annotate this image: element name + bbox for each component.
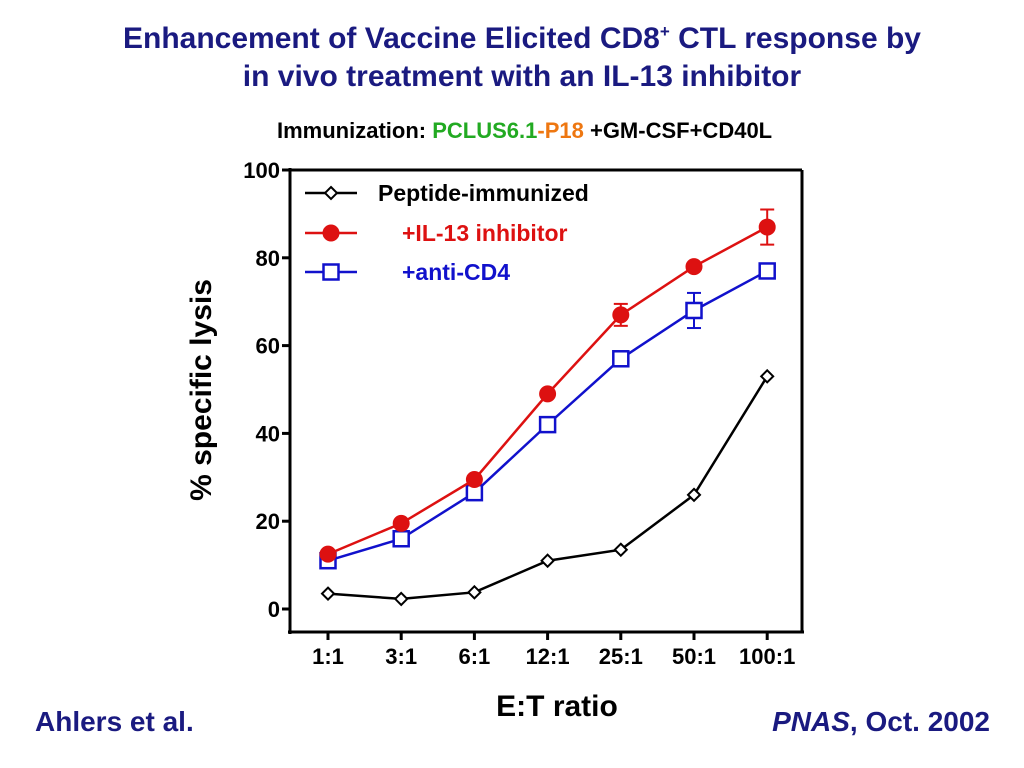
title-superscript: +: [659, 22, 670, 41]
data-point: [685, 258, 703, 276]
chart-legend: Peptide-immunized +IL-13 inhibitor +anti-C…: [305, 180, 589, 285]
title-line1-b: CTL response by: [669, 22, 921, 55]
data-point: [613, 542, 629, 558]
citation-authors-dot: .: [185, 706, 194, 737]
data-point: [393, 591, 409, 607]
y-tick-label: 100: [243, 158, 280, 183]
data-point: [320, 586, 336, 602]
series-2: [319, 262, 776, 570]
legend-marker: [323, 185, 339, 201]
subtitle-suffix: +GM-CSF+CD40L: [583, 118, 773, 143]
x-tick-label: 50:1: [672, 644, 716, 669]
immunization-subtitle: Immunization: PCLUS6.1-P18 +GM-CSF+CD40L: [277, 118, 772, 144]
x-tick-label: 25:1: [599, 644, 643, 669]
chart-axes: 0 20 40 60 80 100 1:1 3:1 6:1 12:1 25:1 50:1 100:1 E:…: [185, 158, 804, 723]
series-0: [320, 368, 775, 607]
series-1: [319, 208, 776, 563]
x-axis-title: E:T ratio: [496, 690, 618, 723]
x-tick-label: 100:1: [739, 644, 795, 669]
legend-item-0: Peptide-immunized: [305, 180, 589, 206]
subtitle-pclus: PCLUS6.1: [432, 118, 538, 143]
legend-label: +anti-CD4: [402, 259, 510, 285]
data-point: [686, 487, 702, 503]
data-point: [319, 545, 337, 563]
subtitle-prefix: Immunization:: [277, 118, 433, 143]
data-point: [685, 301, 703, 320]
legend-marker: [322, 263, 340, 281]
data-point: [466, 584, 482, 600]
x-tick-label: 12:1: [526, 644, 570, 669]
data-point: [465, 470, 483, 488]
y-tick-label: 20: [256, 509, 280, 534]
y-tick-label: 40: [256, 421, 280, 446]
subtitle-p18: P18: [544, 118, 584, 143]
data-point: [758, 218, 776, 236]
y-tick-label: 60: [256, 334, 280, 359]
legend-item-2: +anti-CD4: [305, 259, 510, 285]
data-point: [759, 368, 775, 384]
citation-authors: Ahlers et al.: [35, 706, 194, 738]
data-point: [392, 514, 410, 532]
data-point: [758, 262, 776, 280]
x-tick-label: 1:1: [312, 644, 344, 669]
data-point: [612, 350, 630, 368]
slide-title: Enhancement of Vaccine Elicited CD8+ CTL…: [0, 20, 1024, 96]
subtitle-dash: -: [537, 118, 545, 143]
data-point: [538, 415, 557, 434]
x-tick-label: 6:1: [459, 644, 491, 669]
title-line2: in vivo treatment with an IL-13 inhibito…: [242, 60, 802, 93]
data-point: [392, 530, 410, 548]
legend-label: Peptide-immunized: [378, 180, 589, 206]
y-tick-label: 0: [268, 597, 280, 622]
legend-label: +IL-13 inhibitor: [402, 220, 568, 246]
data-point: [540, 553, 556, 569]
y-axis-title: % specific lysis: [185, 279, 218, 501]
legend-marker: [322, 224, 340, 242]
data-point: [612, 306, 630, 324]
data-point: [539, 385, 557, 403]
y-tick-label: 80: [256, 246, 280, 271]
citation-journal-name: PNAS: [772, 706, 850, 737]
chart-series: [319, 208, 776, 607]
citation-journal-date: , Oct. 2002: [849, 706, 990, 737]
title-line1-a: Enhancement of Vaccine Elicited CD8: [123, 22, 660, 55]
x-tick-label: 3:1: [385, 644, 417, 669]
citation-authors-name: Ahlers et al: [35, 706, 186, 737]
citation-journal: PNAS, Oct. 2002: [772, 706, 990, 738]
legend-item-1: +IL-13 inhibitor: [305, 220, 568, 246]
